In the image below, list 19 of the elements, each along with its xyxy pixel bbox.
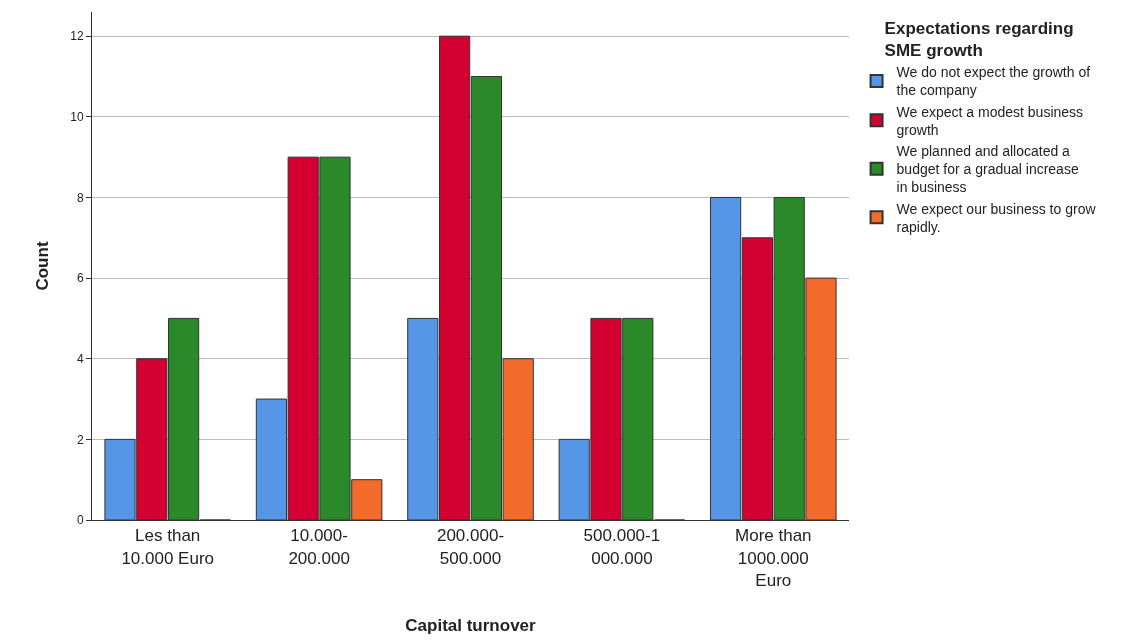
legend-label: We expect a modest business growth <box>896 103 1084 138</box>
legend-title: Expectations regarding SME growth <box>884 19 1074 61</box>
y-tick-label: 6 <box>76 271 84 286</box>
x-tick-label: 200.000-500.000 <box>436 526 505 568</box>
y-tick-label: 4 <box>76 351 84 366</box>
legend-label: We expect our business to grow rapidly. <box>896 200 1097 235</box>
x-tick-label: More than 1000.000 Euro <box>735 526 812 590</box>
legend-label: We do not expect the growth of the company <box>896 64 1091 99</box>
legend-label: We planned and allocated a budget for a gradual increase in business <box>896 143 1079 196</box>
y-tick-label: 2 <box>76 432 84 447</box>
x-tick-label: 500.000-1 000.000 <box>583 526 661 568</box>
x-axis-title: Capital turnover <box>405 616 537 635</box>
y-tick-label: 8 <box>76 190 84 205</box>
y-axis-title: Count <box>33 241 52 291</box>
x-tick-label: 10.000-200.000 <box>288 526 350 568</box>
y-tick-label: 12 <box>70 29 84 44</box>
x-tick-label: Les than 10.000 Euro <box>121 526 215 568</box>
y-tick-label: 10 <box>70 110 84 125</box>
y-tick-label: 0 <box>76 513 84 528</box>
